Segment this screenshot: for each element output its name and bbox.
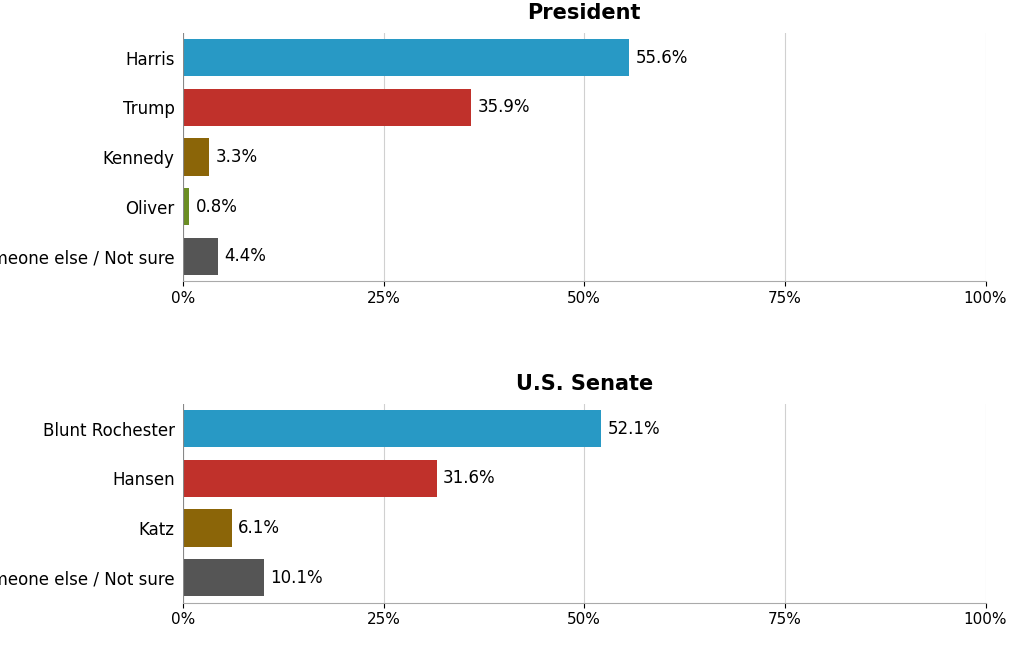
Bar (183, 188, 189, 225)
Bar (183, 460, 437, 497)
Bar (183, 138, 209, 176)
Bar (183, 88, 471, 126)
Bar (183, 559, 264, 597)
Bar (183, 510, 232, 547)
Text: 52.1%: 52.1% (608, 420, 660, 438)
Text: 3.3%: 3.3% (215, 148, 258, 166)
Text: 0.8%: 0.8% (196, 198, 238, 215)
Text: 10.1%: 10.1% (270, 569, 323, 587)
Title: President: President (527, 3, 641, 23)
Text: 4.4%: 4.4% (225, 247, 266, 265)
Text: 55.6%: 55.6% (636, 48, 688, 67)
Title: U.S. Senate: U.S. Senate (515, 374, 653, 394)
Bar (183, 410, 601, 447)
Text: 6.1%: 6.1% (239, 519, 280, 537)
Bar (183, 238, 218, 275)
Text: 31.6%: 31.6% (443, 470, 496, 487)
Bar (183, 39, 629, 76)
Text: 35.9%: 35.9% (478, 98, 530, 116)
